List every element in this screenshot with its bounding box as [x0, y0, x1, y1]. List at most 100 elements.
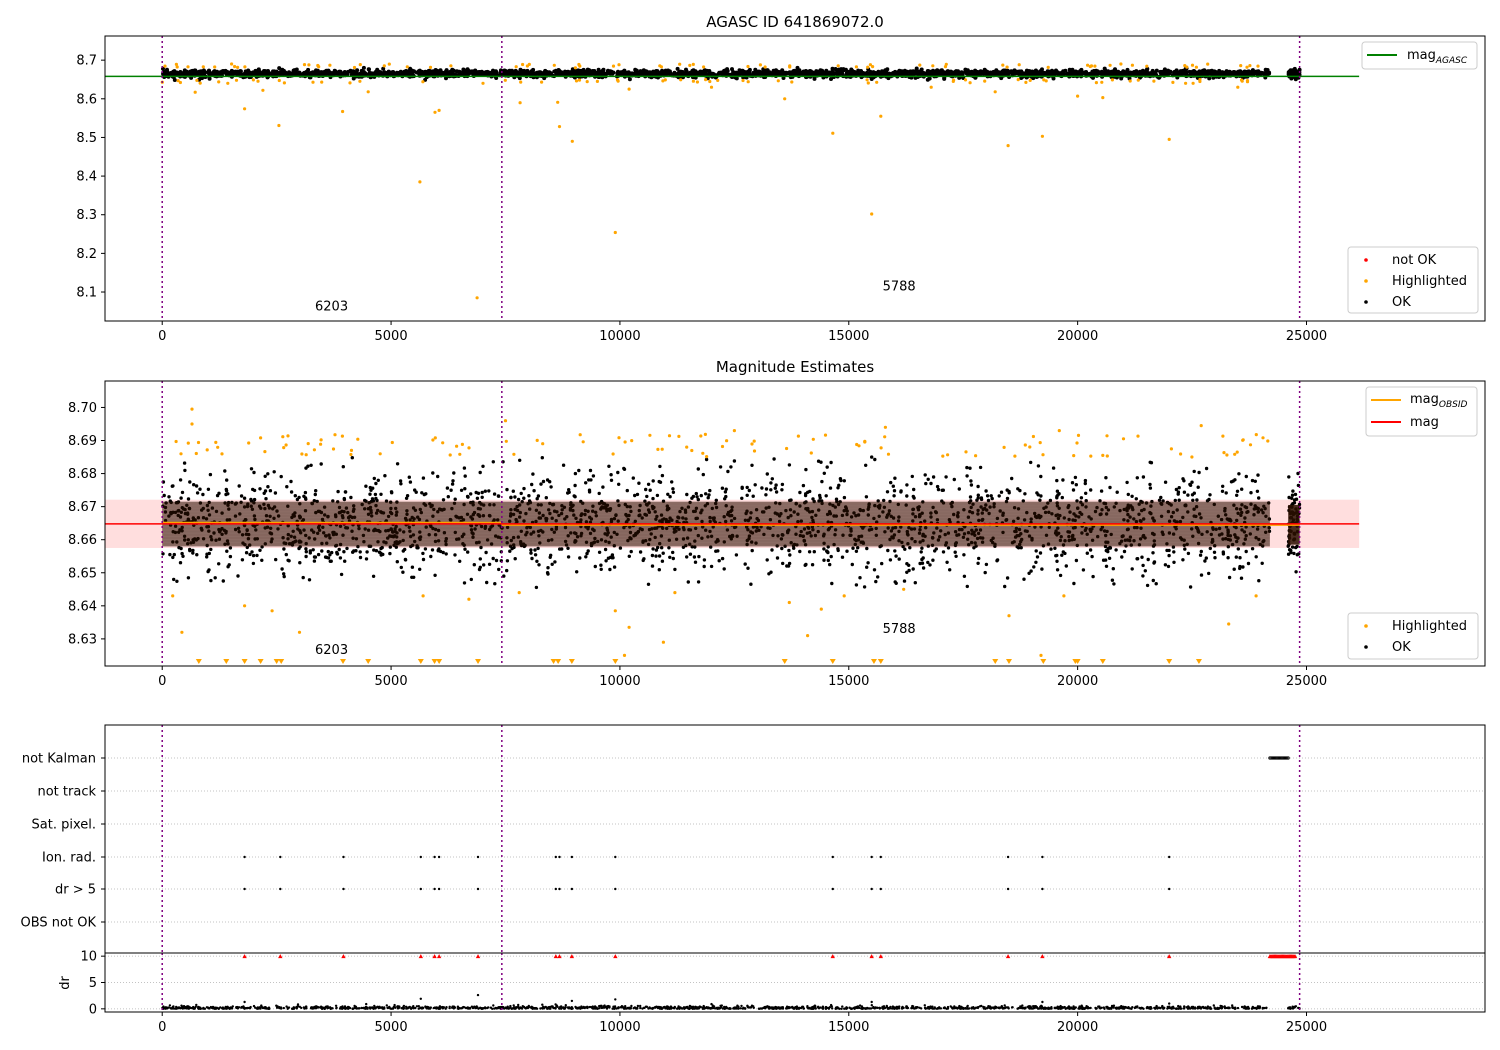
highlighted-point: [1024, 80, 1028, 84]
ok-point: [745, 493, 749, 497]
ok-point: [244, 551, 249, 555]
highlighted-point: [521, 62, 525, 67]
ok-point: [718, 71, 723, 76]
highlighted-point: [178, 80, 182, 85]
ok-point: [1083, 478, 1088, 483]
highlighted-point: [302, 63, 307, 67]
ok-point: [337, 547, 341, 552]
ok-point: [342, 70, 347, 74]
ok-point: [258, 487, 262, 491]
ok-point: [289, 479, 293, 484]
magnitude-panel-title: Magnitude Estimates: [716, 358, 874, 376]
ok-point: [731, 71, 736, 76]
ok-point: [478, 557, 482, 561]
ok-point: [350, 456, 354, 460]
ok-point: [740, 496, 744, 500]
agasc-legend-bottom: not OK Highlighted OK: [1347, 246, 1479, 314]
highlighted-point: [213, 65, 217, 69]
ok-point: [370, 497, 375, 501]
ok-point: [181, 554, 185, 558]
highlighted-point: [557, 125, 562, 129]
ok-point: [1172, 560, 1176, 564]
ok-point: [911, 494, 915, 499]
ok-point: [609, 473, 613, 477]
ok-point: [1070, 67, 1075, 72]
ok-point: [899, 489, 903, 493]
x-tick-label: 15000: [828, 329, 869, 344]
highlighted-point: [352, 65, 357, 70]
ok-point: [911, 567, 915, 571]
ok-point: [941, 550, 946, 554]
ok-point: [1267, 71, 1272, 76]
ok-point: [284, 552, 288, 557]
ok-point: [651, 547, 655, 551]
ok-point: [609, 478, 614, 482]
ok-point: [923, 473, 927, 477]
ok-point: [1072, 71, 1077, 76]
highlighted-point: [968, 81, 972, 85]
highlighted-point: [1198, 78, 1202, 82]
ok-point: [333, 70, 338, 75]
ok-point: [905, 483, 909, 487]
ok-point: [280, 567, 284, 571]
highlighted-point: [405, 65, 409, 69]
ok-point: [976, 484, 980, 489]
ok-point: [497, 567, 501, 572]
ok-point: [422, 492, 426, 497]
y-tick-label: 8.1: [76, 286, 97, 301]
ok-point: [367, 70, 372, 75]
ok-point: [1210, 71, 1215, 75]
highlighted-point: [552, 63, 556, 67]
ok-point: [631, 476, 635, 480]
ok-point: [530, 482, 534, 487]
ok-point: [702, 564, 706, 569]
ok-point: [313, 492, 317, 497]
highlighted-point: [1001, 63, 1005, 67]
ok-point: [463, 547, 467, 551]
ok-point: [671, 550, 675, 555]
ok-point: [432, 71, 437, 76]
ok-point: [1045, 72, 1050, 77]
ok-point: [773, 486, 777, 490]
ok-point: [1186, 551, 1191, 556]
ok-point: [995, 559, 999, 563]
ok-point: [374, 549, 379, 553]
ok-point: [892, 494, 896, 498]
ok-point: [1048, 498, 1053, 503]
ok-point: [421, 72, 426, 77]
ok-point: [584, 555, 588, 559]
highlighted-point: [527, 62, 531, 66]
ok-point: [206, 569, 210, 574]
ok-point: [929, 481, 933, 486]
ok-point: [688, 552, 693, 556]
ok-point: [1191, 498, 1195, 502]
ok-point: [1238, 556, 1242, 560]
ok-point: [251, 553, 256, 558]
ok-point: [1145, 583, 1150, 588]
ok-point: [753, 483, 757, 487]
ok-point: [1187, 69, 1192, 74]
highlighted-point: [186, 65, 190, 69]
ok-point: [1094, 72, 1099, 77]
highlighted-point: [658, 64, 662, 68]
ok-point: [1250, 478, 1255, 483]
highlighted-point: [1256, 64, 1260, 68]
agasc-panel-title: AGASC ID 641869072.0: [706, 13, 884, 31]
ok-point: [1120, 555, 1124, 559]
ok-point: [876, 575, 880, 579]
highlighted-point: [661, 79, 665, 83]
ok-point: [1134, 69, 1139, 74]
ok-point: [345, 72, 350, 77]
ok-point: [678, 70, 683, 75]
ok-point: [597, 550, 602, 554]
ok-point: [235, 69, 240, 74]
ok-point: [798, 549, 802, 554]
highlighted-point: [716, 78, 720, 82]
ok-point: [1036, 464, 1041, 468]
ok-point: [969, 479, 973, 483]
ok-point: [312, 499, 316, 503]
highlighted-point: [1046, 65, 1050, 69]
ok-point: [605, 70, 610, 75]
